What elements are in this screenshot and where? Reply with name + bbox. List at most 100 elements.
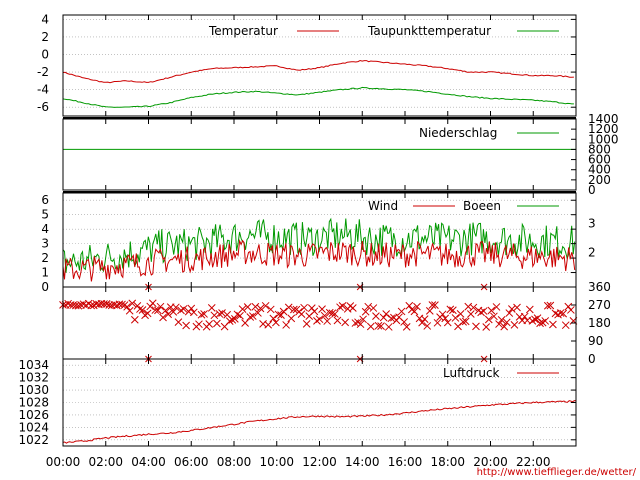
wind-direction-marker xyxy=(310,307,319,316)
y-tick-label: 90 xyxy=(588,334,603,348)
wind-direction-marker xyxy=(197,310,206,319)
y-tick-label: 1 xyxy=(41,266,49,280)
wind-direction-marker xyxy=(459,318,467,326)
wind-direction-marker xyxy=(256,304,265,313)
wind-direction-marker xyxy=(438,310,447,319)
wind-direction-marker xyxy=(241,319,249,327)
wind-direction-marker xyxy=(372,312,380,320)
wind-direction-marker xyxy=(423,322,432,330)
wind-direction-marker xyxy=(156,302,165,311)
wind-direction-marker xyxy=(500,322,509,331)
wind-direction-marker xyxy=(402,323,411,331)
wind-direction-marker xyxy=(449,306,457,315)
y-tick-label: 1032 xyxy=(18,371,49,385)
wind-direction-marker xyxy=(215,310,224,318)
y-tick-label: 1028 xyxy=(18,396,49,410)
legend-boeen-label: Boeen xyxy=(463,199,501,213)
wind-direction-marker xyxy=(487,306,496,315)
wind-direction-marker xyxy=(348,304,357,312)
wind-direction-marker xyxy=(302,320,311,328)
wind-direction-marker xyxy=(502,318,511,327)
y-tick-label: 0 xyxy=(588,183,596,197)
wind-direction-marker xyxy=(284,303,293,312)
wind-direction-marker xyxy=(400,318,408,326)
label-layer: 420-2-4-61400120010008006004002000654321… xyxy=(18,12,618,469)
x-tick-label: 22:00 xyxy=(516,455,551,469)
wind-direction-marker xyxy=(561,321,570,330)
wind-direction-marker xyxy=(236,311,244,320)
wind-direction-marker xyxy=(164,310,173,319)
wind-direction-marker xyxy=(484,315,493,324)
x-tick-label: 06:00 xyxy=(174,455,209,469)
frame-layer xyxy=(62,14,577,447)
y-tick-label: 0 xyxy=(588,352,596,366)
wind-direction-marker xyxy=(520,312,529,321)
series-layer xyxy=(59,59,578,444)
wind-direction-marker xyxy=(482,323,491,331)
wind-direction-marker xyxy=(174,318,183,326)
wind-direction-marker xyxy=(451,314,460,322)
x-tick-label: 12:00 xyxy=(302,455,337,469)
wind-direction-marker xyxy=(505,309,514,317)
wind-direction-marker xyxy=(277,311,285,320)
wind-direction-marker xyxy=(289,305,298,314)
legend-wind-label: Wind xyxy=(368,199,398,213)
y-tick-label: 3 xyxy=(41,237,49,251)
wind-direction-marker xyxy=(272,318,280,327)
wind-direction-marker xyxy=(143,309,152,318)
wind-direction-marker xyxy=(513,303,521,312)
x-tick-label: 16:00 xyxy=(388,455,423,469)
wind-direction-marker xyxy=(118,300,126,309)
y-tick-label: 270 xyxy=(588,298,611,312)
y-tick-label: 1024 xyxy=(18,420,49,434)
wind-direction-marker xyxy=(366,322,375,331)
x-tick-label: 00:00 xyxy=(46,455,81,469)
wind-direction-marker xyxy=(136,305,144,313)
wind-direction-marker xyxy=(351,319,360,327)
wind-direction-marker xyxy=(333,316,342,325)
y-tick-label: 180 xyxy=(588,316,611,330)
x-tick-label: 04:00 xyxy=(131,455,166,469)
series-line-wind xyxy=(62,238,576,282)
legend-temperatur-label: Temperatur xyxy=(208,24,278,38)
wind-direction-marker xyxy=(338,302,347,310)
wind-direction-marker xyxy=(384,323,393,331)
wind-direction-marker xyxy=(279,307,288,316)
wind-direction-marker xyxy=(161,306,170,315)
wind-direction-marker xyxy=(508,305,516,313)
panel-frame xyxy=(62,14,577,117)
wind-direction-marker xyxy=(556,309,565,317)
source-url: http://www.tiefflieger.de/wetter/ xyxy=(477,467,637,478)
wind-direction-marker xyxy=(128,299,137,308)
wind-direction-marker xyxy=(179,305,188,313)
wind-direction-marker xyxy=(130,315,139,324)
wind-direction-marker xyxy=(541,317,550,325)
wind-direction-marker xyxy=(318,305,326,314)
wind-direction-marker xyxy=(369,304,378,312)
y-tick-label: 1200 xyxy=(588,122,619,136)
wind-direction-marker xyxy=(477,308,485,317)
wind-direction-marker xyxy=(387,314,396,323)
wind-direction-marker xyxy=(359,315,367,324)
y-tick-label: 6 xyxy=(41,193,49,207)
wind-direction-marker xyxy=(418,318,426,327)
wind-direction-marker xyxy=(490,312,498,321)
wind-direction-marker xyxy=(248,312,257,320)
y-tick-label: 400 xyxy=(588,163,611,177)
wind-direction-marker xyxy=(64,299,72,308)
wind-direction-marker xyxy=(397,307,406,316)
wind-direction-marker xyxy=(74,301,83,310)
wind-direction-marker xyxy=(456,310,465,318)
wind-direction-marker xyxy=(495,320,503,328)
wind-direction-marker xyxy=(433,318,442,327)
wind-direction-marker xyxy=(320,311,329,320)
wind-direction-marker xyxy=(428,301,437,309)
wind-direction-marker xyxy=(331,310,339,318)
wind-direction-marker xyxy=(231,315,239,323)
panel-frame xyxy=(62,118,577,191)
wind-direction-marker xyxy=(300,303,308,312)
wind-direction-marker xyxy=(148,299,157,308)
wind-direction-marker xyxy=(469,303,478,312)
wind-direction-marker xyxy=(461,317,470,326)
wind-direction-marker xyxy=(443,318,452,327)
